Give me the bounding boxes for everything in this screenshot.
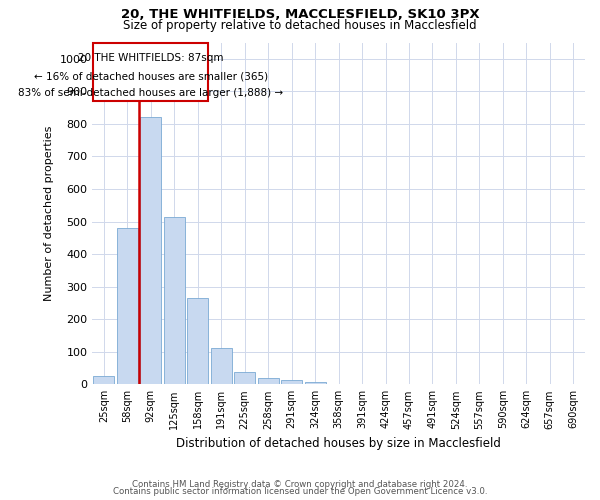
Text: 83% of semi-detached houses are larger (1,888) →: 83% of semi-detached houses are larger (…: [19, 88, 283, 98]
Bar: [281, 380, 302, 384]
Bar: [117, 228, 138, 384]
FancyBboxPatch shape: [94, 42, 208, 101]
Text: Contains public sector information licensed under the Open Government Licence v3: Contains public sector information licen…: [113, 488, 487, 496]
X-axis label: Distribution of detached houses by size in Macclesfield: Distribution of detached houses by size …: [176, 437, 501, 450]
Bar: [305, 382, 326, 384]
Bar: [257, 378, 279, 384]
Bar: [187, 298, 208, 384]
Bar: [94, 376, 115, 384]
Bar: [211, 348, 232, 384]
Bar: [234, 372, 255, 384]
Y-axis label: Number of detached properties: Number of detached properties: [44, 126, 54, 301]
Bar: [164, 216, 185, 384]
Text: Contains HM Land Registry data © Crown copyright and database right 2024.: Contains HM Land Registry data © Crown c…: [132, 480, 468, 489]
Text: ← 16% of detached houses are smaller (365): ← 16% of detached houses are smaller (36…: [34, 72, 268, 82]
Text: Size of property relative to detached houses in Macclesfield: Size of property relative to detached ho…: [123, 18, 477, 32]
Bar: [140, 118, 161, 384]
Text: 20 THE WHITFIELDS: 87sqm: 20 THE WHITFIELDS: 87sqm: [78, 53, 224, 63]
Text: 20, THE WHITFIELDS, MACCLESFIELD, SK10 3PX: 20, THE WHITFIELDS, MACCLESFIELD, SK10 3…: [121, 8, 479, 20]
